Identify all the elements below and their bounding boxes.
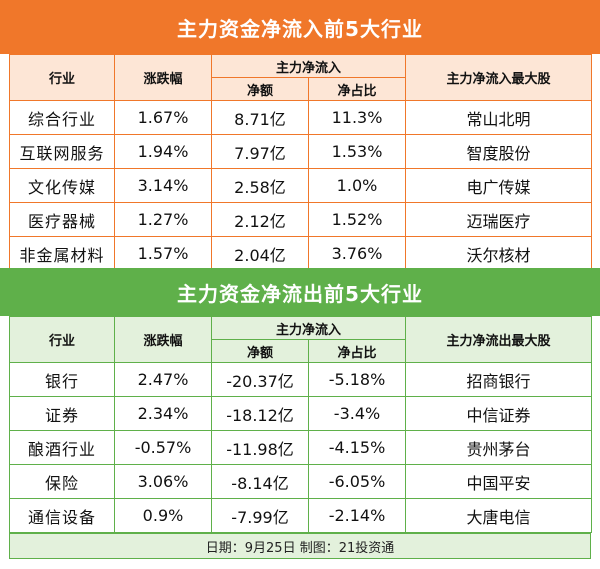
table-row: 保险 3.06% -8.14亿 -6.05% 中国平安 bbox=[9, 464, 593, 499]
outflow-header-row: 行业 涨跌幅 主力净流入 主力净流出最大股 bbox=[9, 316, 593, 363]
cell-net-ratio: 1.52% bbox=[307, 202, 407, 237]
cell-net-amount: -8.14亿 bbox=[211, 464, 309, 499]
cell-net-amount: 2.12亿 bbox=[211, 202, 309, 237]
cell-change: 3.06% bbox=[114, 464, 212, 499]
table-row: 证券 2.34% -18.12亿 -3.4% 中信证券 bbox=[9, 396, 593, 431]
outflow-title: 主力资金净流出前5大行业 bbox=[0, 268, 600, 316]
cell-change: 1.57% bbox=[114, 236, 212, 271]
cell-net-amount: 2.58亿 bbox=[211, 168, 309, 203]
header-top-stock: 主力净流入最大股 bbox=[405, 54, 593, 101]
cell-net-ratio: 1.53% bbox=[307, 134, 407, 169]
cell-top-stock: 常山北明 bbox=[405, 100, 593, 135]
cell-top-stock: 沃尔核材 bbox=[405, 236, 593, 271]
cell-change: 0.9% bbox=[114, 498, 212, 533]
cell-industry: 酿酒行业 bbox=[9, 430, 115, 465]
cell-change: 3.14% bbox=[114, 168, 212, 203]
table-row: 医疗器械 1.27% 2.12亿 1.52% 迈瑞医疗 bbox=[9, 202, 593, 237]
cell-change: 1.27% bbox=[114, 202, 212, 237]
header-net-ratio: 净占比 bbox=[307, 77, 407, 101]
inflow-title: 主力资金净流入前5大行业 bbox=[0, 0, 600, 54]
header-change: 涨跌幅 bbox=[114, 316, 212, 363]
cell-industry: 医疗器械 bbox=[9, 202, 115, 237]
header-main-flow: 主力净流入 bbox=[210, 316, 407, 340]
cell-net-amount: -18.12亿 bbox=[211, 396, 309, 431]
cell-top-stock: 大唐电信 bbox=[405, 498, 593, 533]
header-industry: 行业 bbox=[9, 54, 115, 101]
cell-change: 2.34% bbox=[114, 396, 212, 431]
cell-net-ratio: -6.05% bbox=[307, 464, 407, 499]
cell-top-stock: 中信证券 bbox=[405, 396, 593, 431]
cell-net-amount: 7.97亿 bbox=[211, 134, 309, 169]
table-row: 互联网服务 1.94% 7.97亿 1.53% 智度股份 bbox=[9, 134, 593, 169]
cell-industry: 综合行业 bbox=[9, 100, 115, 135]
cell-net-amount: -20.37亿 bbox=[211, 362, 309, 397]
table-row: 综合行业 1.67% 8.71亿 11.3% 常山北明 bbox=[9, 100, 593, 135]
cell-net-ratio: -3.4% bbox=[307, 396, 407, 431]
header-change: 涨跌幅 bbox=[114, 54, 212, 101]
cell-net-ratio: 1.0% bbox=[307, 168, 407, 203]
header-main-flow: 主力净流入 bbox=[210, 54, 407, 78]
header-net-ratio: 净占比 bbox=[307, 339, 407, 363]
outflow-subheader-row: 净额 净占比 bbox=[10, 339, 592, 363]
cell-change: 1.67% bbox=[114, 100, 212, 135]
header-net-amount: 净额 bbox=[211, 339, 309, 363]
cell-industry: 银行 bbox=[9, 362, 115, 397]
header-net-amount: 净额 bbox=[211, 77, 309, 101]
cell-net-amount: -7.99亿 bbox=[211, 498, 309, 533]
table-row: 文化传媒 3.14% 2.58亿 1.0% 电广传媒 bbox=[9, 168, 593, 203]
cell-top-stock: 智度股份 bbox=[405, 134, 593, 169]
header-industry: 行业 bbox=[9, 316, 115, 363]
table-row: 银行 2.47% -20.37亿 -5.18% 招商银行 bbox=[9, 362, 593, 397]
cell-industry: 非金属材料 bbox=[9, 236, 115, 271]
cell-industry: 互联网服务 bbox=[9, 134, 115, 169]
header-top-stock: 主力净流出最大股 bbox=[405, 316, 593, 363]
inflow-table: 行业 涨跌幅 主力净流入 主力净流入最大股 净额 净占比 综合行业 1.67% … bbox=[9, 54, 593, 271]
cell-change: 1.94% bbox=[114, 134, 212, 169]
table-row: 酿酒行业 -0.57% -11.98亿 -4.15% 贵州茅台 bbox=[9, 430, 593, 465]
cell-top-stock: 招商银行 bbox=[405, 362, 593, 397]
cell-industry: 通信设备 bbox=[9, 498, 115, 533]
cell-net-ratio: 11.3% bbox=[307, 100, 407, 135]
cell-industry: 文化传媒 bbox=[9, 168, 115, 203]
cell-net-ratio: -5.18% bbox=[307, 362, 407, 397]
cell-top-stock: 贵州茅台 bbox=[405, 430, 593, 465]
cell-top-stock: 迈瑞医疗 bbox=[405, 202, 593, 237]
cell-top-stock: 电广传媒 bbox=[405, 168, 593, 203]
cell-industry: 证券 bbox=[9, 396, 115, 431]
footer-credit: 日期：9月25日 制图：21投资通 bbox=[9, 533, 591, 559]
table-row: 非金属材料 1.57% 2.04亿 3.76% 沃尔核材 bbox=[9, 236, 593, 271]
inflow-header-row: 行业 涨跌幅 主力净流入 主力净流入最大股 bbox=[9, 54, 593, 101]
cell-net-amount: -11.98亿 bbox=[211, 430, 309, 465]
outflow-table: 行业 涨跌幅 主力净流入 主力净流出最大股 净额 净占比 银行 2.47% -2… bbox=[9, 316, 593, 533]
cell-industry: 保险 bbox=[9, 464, 115, 499]
cell-change: 2.47% bbox=[114, 362, 212, 397]
cell-net-amount: 2.04亿 bbox=[211, 236, 309, 271]
cell-net-ratio: 3.76% bbox=[307, 236, 407, 271]
cell-net-amount: 8.71亿 bbox=[211, 100, 309, 135]
cell-change: -0.57% bbox=[114, 430, 212, 465]
cell-net-ratio: -4.15% bbox=[307, 430, 407, 465]
cell-top-stock: 中国平安 bbox=[405, 464, 593, 499]
table-row: 通信设备 0.9% -7.99亿 -2.14% 大唐电信 bbox=[9, 498, 593, 533]
cell-net-ratio: -2.14% bbox=[307, 498, 407, 533]
